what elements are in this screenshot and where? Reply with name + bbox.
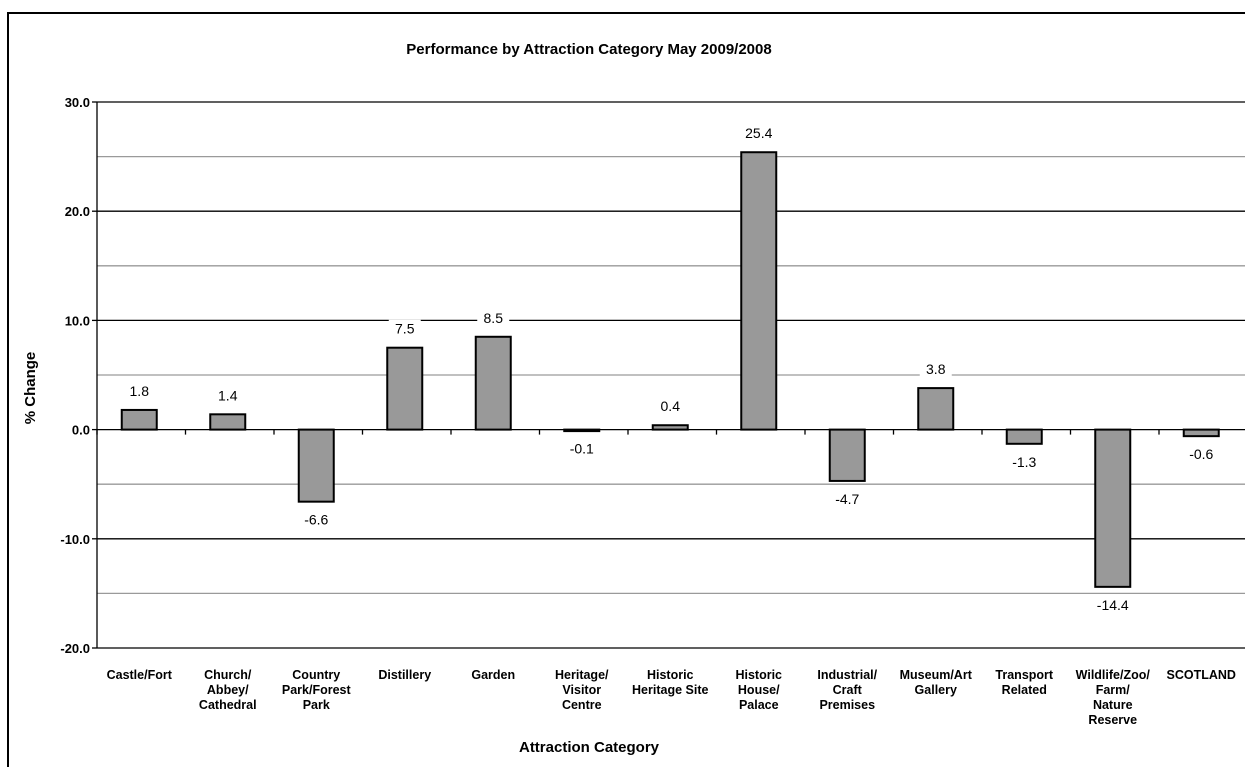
bar [297,428,335,503]
data-label: 25.4 [745,125,772,141]
data-label-background [296,510,337,530]
category-label: Historic House/Palace [735,668,782,712]
data-label: -4.7 [835,491,859,507]
data-label-background [477,308,510,328]
data-label-background [123,381,156,401]
data-label: -14.4 [1097,597,1129,613]
category-label: SCOTLAND [1167,668,1236,682]
data-label-background [1181,445,1222,465]
category-label: Transport Related [995,668,1053,697]
bar [917,387,955,431]
bar [474,335,512,431]
data-label: 1.4 [218,387,238,403]
data-labels: 1.8 1.4 -6.6 7.5 8.5 -0.1 0.4 25.4 -4.7 3.8 -1.3 -1… [123,124,1222,615]
data-label: -6.6 [304,512,328,528]
y-tick-label: -20.0 [60,641,90,656]
y-tick-label: 0.0 [72,423,90,438]
bar [740,151,778,431]
bar [1182,428,1220,438]
category-label: Distillery [378,668,431,682]
y-axis-ticks: 30.0 20.0 10.0 0.0 -10.0 -20.0 [60,95,97,656]
chart-title: Performance by Attraction Category May 2… [406,41,771,58]
bar [1094,428,1132,588]
bar [651,424,689,431]
data-label: -0.6 [1189,446,1213,462]
data-label: 7.5 [395,321,415,337]
data-label: -1.3 [1012,454,1036,470]
data-label: 8.5 [484,310,504,326]
bars [120,151,1220,588]
y-axis-title: % Change [22,352,39,425]
data-label-background [654,397,687,417]
data-label: -0.1 [570,441,594,457]
bar [386,346,424,431]
data-label: 3.8 [926,361,946,377]
category-label: Industrial/Craft Premises [817,668,877,712]
category-label: Heritage/Visitor Centre [555,668,609,712]
category-labels: Castle/Fort Church/Abbey/Cathedral Country… [107,668,1236,727]
x-axis-title: Attraction Category [519,739,660,756]
y-tick-label: 30.0 [65,95,90,110]
data-label-background [827,489,868,509]
data-label-background [1088,595,1137,615]
category-label: Historic Heritage Site [632,668,708,697]
data-label-background [1004,452,1045,472]
data-label-background [388,319,421,339]
category-label: Church/Abbey/Cathedral [199,668,257,712]
bar [828,428,866,482]
chart-frame: 30.0 20.0 10.0 0.0 -10.0 -20.0 1.8 1.4 -6.6 7.5 8… [7,12,1245,767]
bar [1005,428,1043,445]
category-label: Castle/Fort [107,668,173,682]
category-label: Museum/Art Gallery [900,668,973,697]
y-tick-label: 10.0 [65,313,90,328]
data-label: 1.8 [130,383,150,399]
data-label-background [211,386,244,406]
y-tick-label: 20.0 [65,204,90,219]
bar-chart: 30.0 20.0 10.0 0.0 -10.0 -20.0 1.8 1.4 -6.6 7.5 8… [22,41,1245,756]
y-tick-label: -10.0 [60,532,90,547]
category-label: Garden [471,668,515,682]
data-label-background [919,360,952,380]
data-label-background [561,439,602,459]
category-label: Country Park/Forest Park [282,668,352,712]
bar [120,408,158,431]
data-label: 0.4 [661,398,681,414]
category-label: Wildlife/Zoo/Farm/Nature Reserve [1076,668,1151,727]
bar [563,428,601,433]
data-label-background [738,124,779,144]
bar [209,413,247,431]
gridlines [96,101,1245,649]
